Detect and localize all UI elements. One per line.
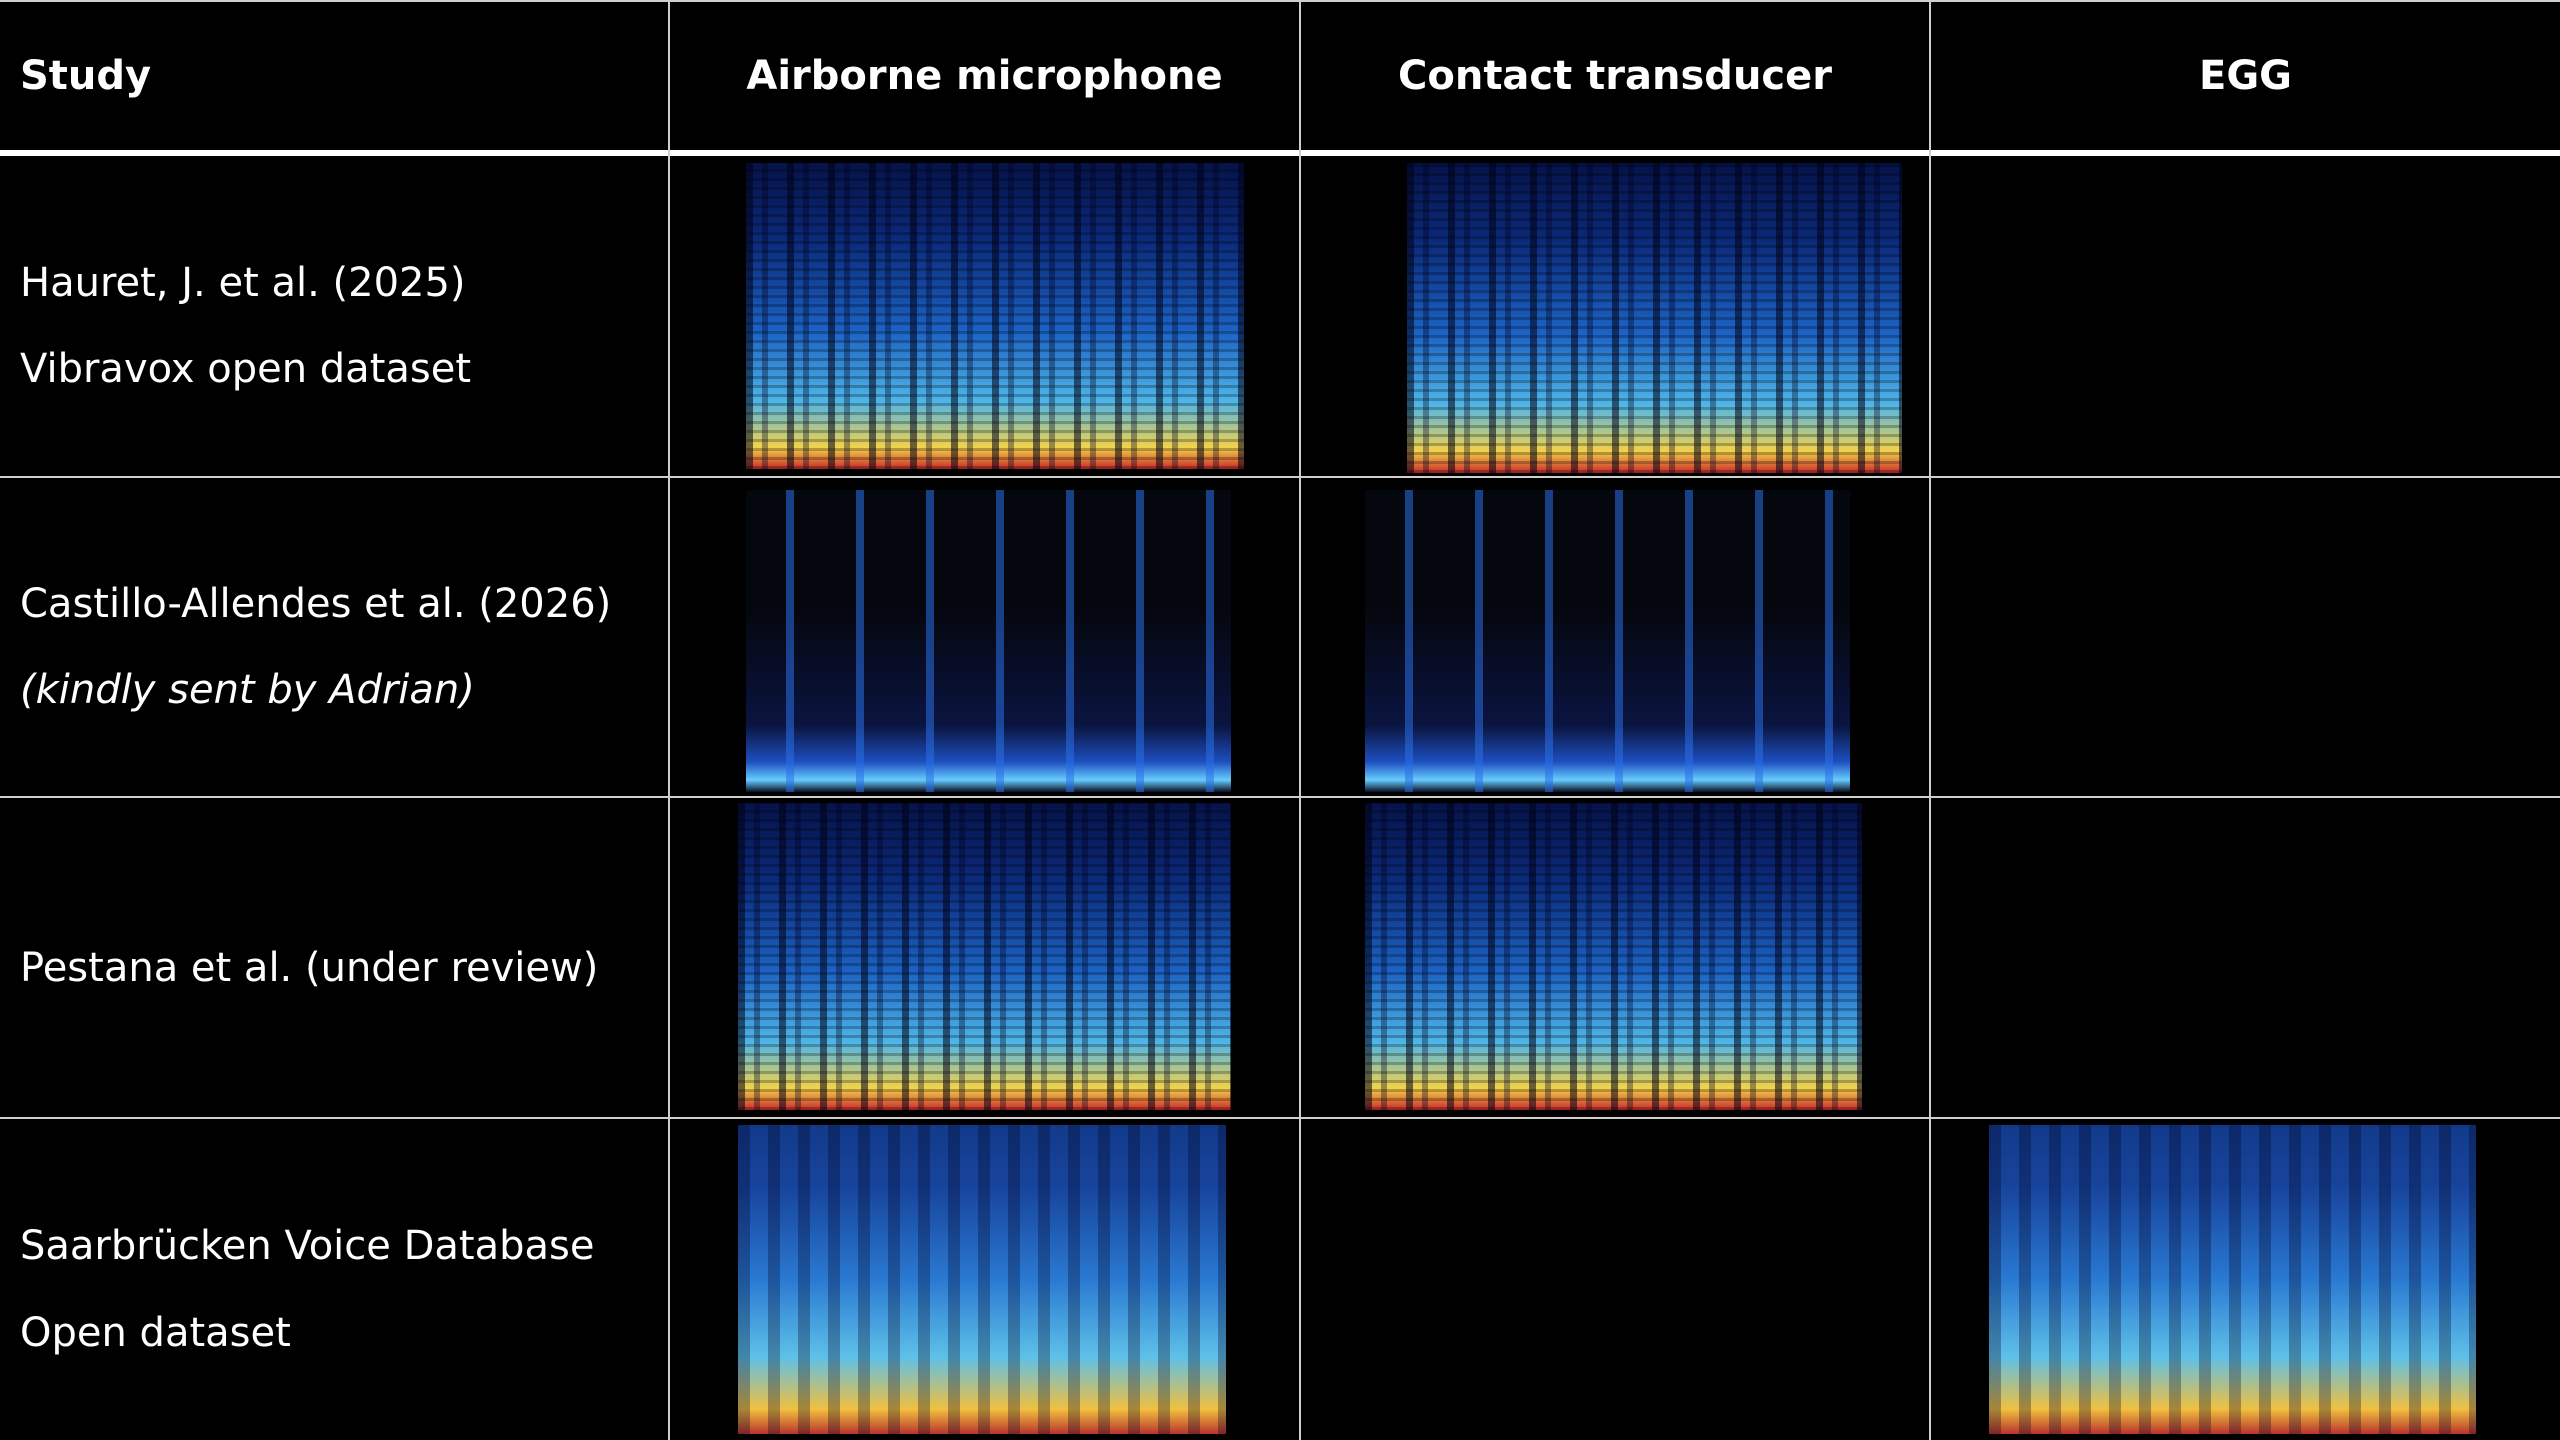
- column-border: [1929, 0, 1931, 1440]
- study-line: (kindly sent by Adrian): [20, 647, 475, 733]
- slide: Study Airborne microphone Contact transd…: [0, 0, 2560, 1440]
- row-border: [0, 1117, 2560, 1119]
- spectrogram: [1989, 1125, 2476, 1434]
- spectrogram: [1365, 803, 1862, 1110]
- header-cell: EGG: [1931, 0, 2560, 152]
- header-cell: Study: [20, 0, 660, 152]
- column-border: [1299, 0, 1301, 1440]
- study-line: Castillo-Allendes et al. (2026): [20, 561, 611, 647]
- header-cell: Airborne microphone: [670, 0, 1299, 152]
- spectrogram: [1407, 163, 1902, 473]
- spectrogram: [746, 163, 1244, 469]
- row-border: [0, 476, 2560, 478]
- spectrogram: [1365, 490, 1850, 792]
- spectrogram: [746, 490, 1231, 792]
- study-line: Pestana et al. (under review): [20, 925, 598, 1011]
- row-border: [0, 796, 2560, 798]
- study-line: Saarbrücken Voice Database: [20, 1203, 594, 1289]
- study-line: Vibravox open dataset: [20, 326, 471, 412]
- header-cell: Contact transducer: [1301, 0, 1929, 152]
- study-line: Open dataset: [20, 1290, 291, 1376]
- spectrogram: [738, 803, 1231, 1110]
- spectrogram: [738, 1125, 1226, 1434]
- column-border: [668, 0, 670, 1440]
- study-line: Hauret, J. et al. (2025): [20, 240, 466, 326]
